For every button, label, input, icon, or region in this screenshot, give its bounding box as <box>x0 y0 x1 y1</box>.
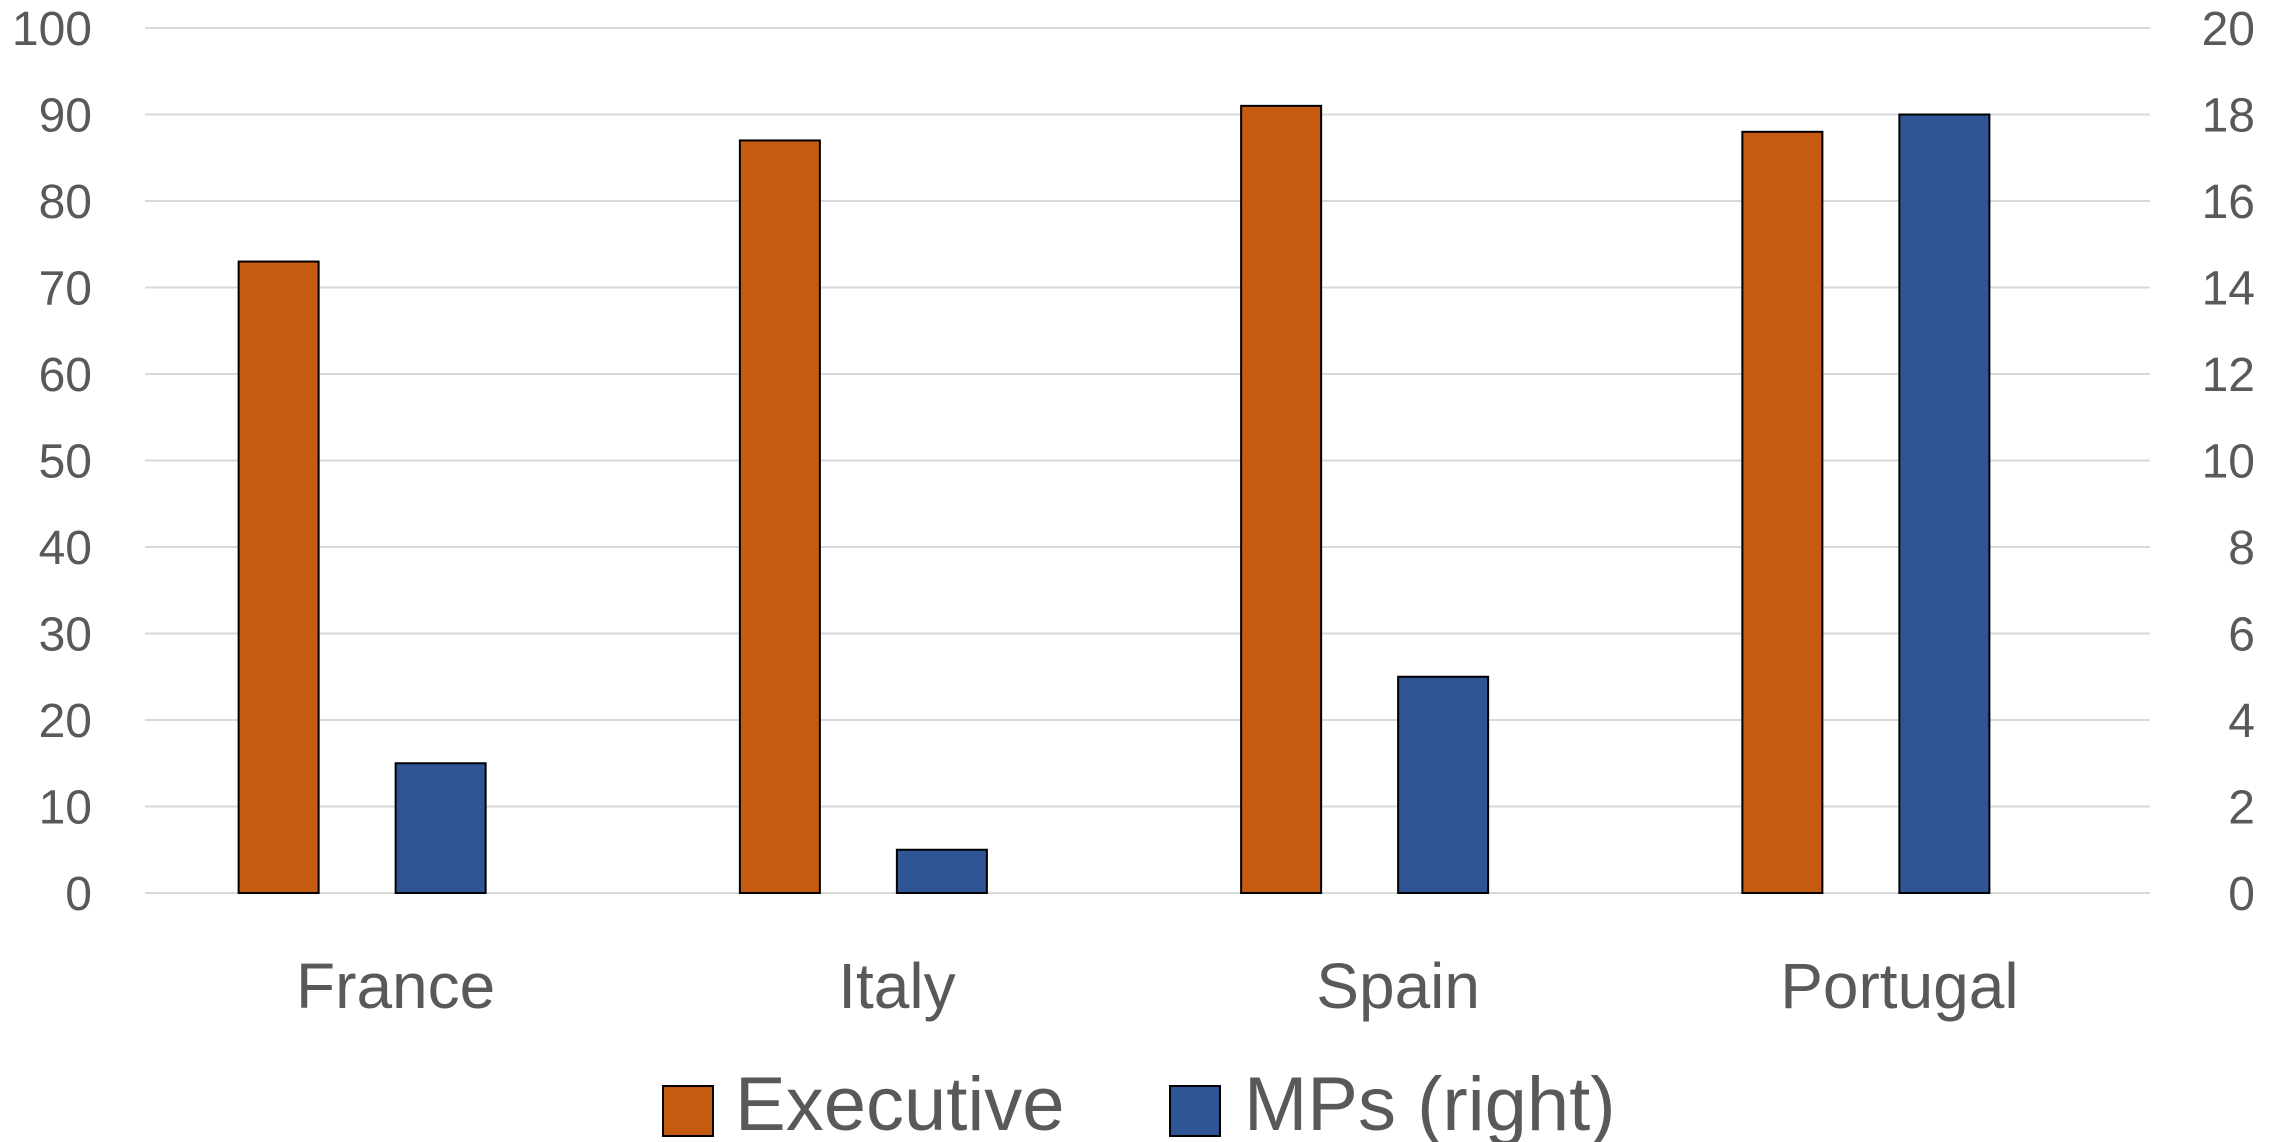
right-tick-label: 14 <box>2202 263 2255 316</box>
left-tick-label: 80 <box>39 176 92 229</box>
right-tick-label: 16 <box>2202 176 2255 229</box>
left-tick-label: 40 <box>39 522 92 575</box>
bar-mps-right-italy <box>895 848 988 894</box>
left-tick-label: 20 <box>39 695 92 748</box>
right-tick-label: 10 <box>2202 436 2255 489</box>
bar-mps-right-spain <box>1397 675 1490 894</box>
right-tick-label: 20 <box>2202 3 2255 56</box>
right-tick-label: 8 <box>2228 522 2255 575</box>
legend-swatch <box>662 1085 714 1137</box>
bar-mps-right-france <box>394 762 487 894</box>
category-label: Spain <box>1316 950 1480 1022</box>
left-tick-label: 60 <box>39 349 92 402</box>
category-labels: France Italy Spain Portugal <box>296 950 2019 1022</box>
left-tick-label: 50 <box>39 436 92 489</box>
left-tick-label: 70 <box>39 263 92 316</box>
right-tick-label: 18 <box>2202 90 2255 143</box>
left-tick-label: 0 <box>65 868 92 921</box>
legend: Executive MPs (right) <box>662 1062 1616 1142</box>
left-tick-label: 100 <box>12 3 92 56</box>
legend-label: Executive <box>735 1062 1065 1142</box>
category-label: Italy <box>838 950 955 1022</box>
right-tick-label: 2 <box>2228 782 2255 835</box>
bar-executive-portugal <box>1741 130 1824 895</box>
bar-executive-italy <box>738 139 821 894</box>
bars <box>237 104 1991 895</box>
bar-executive-france <box>237 260 320 894</box>
left-axis-ticks: 0 10 20 30 40 50 60 70 80 90 100 <box>12 3 92 921</box>
legend-swatch <box>1169 1085 1221 1137</box>
right-tick-label: 4 <box>2228 695 2255 748</box>
right-tick-label: 6 <box>2228 609 2255 662</box>
right-tick-label: 0 <box>2228 868 2255 921</box>
right-tick-label: 12 <box>2202 349 2255 402</box>
category-label: Portugal <box>1780 950 2018 1022</box>
legend-label: MPs (right) <box>1244 1062 1616 1142</box>
bar-mps-right-portugal <box>1898 113 1991 894</box>
bar-executive-spain <box>1240 104 1323 895</box>
left-tick-label: 10 <box>39 782 92 835</box>
left-tick-label: 90 <box>39 90 92 143</box>
category-label: France <box>296 950 495 1022</box>
left-tick-label: 30 <box>39 609 92 662</box>
right-axis-ticks: 0 2 4 6 8 10 12 14 16 18 20 <box>2202 3 2255 921</box>
